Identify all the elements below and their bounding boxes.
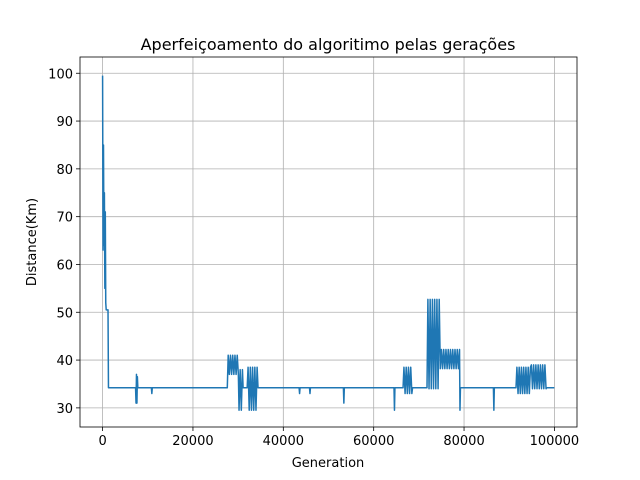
y-tick-label: 80 [56,163,73,178]
x-axis-label: Generation [292,456,365,471]
y-tick-label: 50 [56,306,73,321]
y-tick-label: 100 [48,67,73,82]
x-tick-label: 80000 [443,434,484,449]
chart-title: Aperfeiçoamento do algoritimo pelas gera… [141,35,516,54]
x-tick-label: 20000 [172,434,213,449]
y-tick-label: 90 [56,115,73,130]
y-tick-label: 60 [56,258,73,273]
x-tick-label: 60000 [353,434,394,449]
x-tick-label: 40000 [263,434,304,449]
x-tick-label: 100000 [530,434,580,449]
y-tick-label: 70 [56,211,73,226]
y-tick-label: 40 [56,354,73,369]
y-axis-label: Distance(Km) [25,198,40,286]
y-tick-label: 30 [56,402,73,417]
plot-frame [79,56,578,428]
x-tick-label: 0 [98,434,106,449]
data-line [101,75,555,412]
